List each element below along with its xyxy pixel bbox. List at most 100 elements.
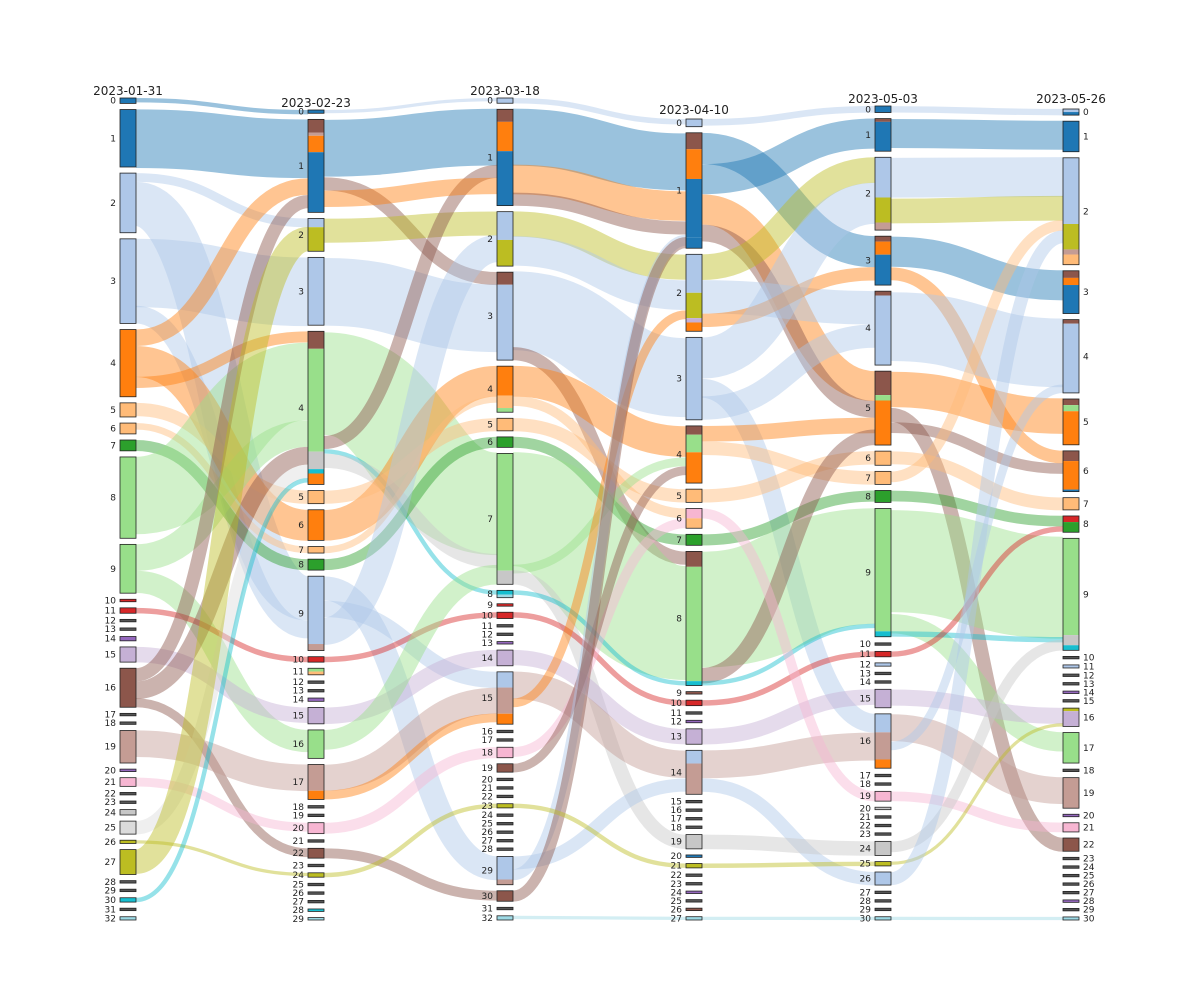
flow-2-14-to-3-13 xyxy=(512,649,687,745)
node-segment-1-15-0 xyxy=(308,707,324,724)
node-segment-4-23-0 xyxy=(875,832,891,836)
flow-4-2-to-5-2 xyxy=(890,157,1064,198)
node-5-18 xyxy=(1062,768,1080,772)
flow-0-16-to-1-4 xyxy=(135,446,309,700)
flow-1-16-to-2-7 xyxy=(323,564,498,750)
node-segment-0-31-0 xyxy=(120,908,136,911)
node-2-0 xyxy=(496,97,514,104)
flow-0-26-to-1-24 xyxy=(135,840,309,877)
flow-2-4-to-3-4 xyxy=(512,365,687,457)
flow-3-1-to-4-1 xyxy=(701,118,876,195)
flow-2-29-to-3-14 xyxy=(512,778,687,870)
node-label-3-13: 13 xyxy=(671,733,682,743)
node-border-3-5 xyxy=(685,488,703,503)
node-5-7 xyxy=(1062,497,1080,511)
node-border-3-26 xyxy=(685,907,703,912)
node-border-2-8 xyxy=(496,589,514,599)
node-0-25 xyxy=(119,820,137,835)
node-segment-4-5-2 xyxy=(875,400,891,446)
node-border-3-14 xyxy=(685,749,703,795)
node-border-4-14 xyxy=(874,680,892,684)
flow-3-3-to-4-2 xyxy=(700,182,877,379)
node-3-15 xyxy=(685,799,703,804)
node-label-3-5: 5 xyxy=(676,492,682,502)
flow-0-3-to-1-3 xyxy=(135,238,309,327)
node-segment-0-23-0 xyxy=(120,801,136,804)
node-5-27 xyxy=(1062,890,1080,895)
node-segment-3-1-3 xyxy=(686,237,702,249)
flow-3-1-to-4-3 xyxy=(701,132,876,268)
node-segment-3-8-0 xyxy=(686,551,702,567)
flow-3-3-to-4-4 xyxy=(701,324,876,420)
node-border-1-3 xyxy=(307,256,325,326)
flow-3-0-to-4-0 xyxy=(701,105,876,126)
node-5-10 xyxy=(1062,655,1080,660)
node-0-17 xyxy=(119,712,137,717)
node-segment-3-2-3 xyxy=(686,322,702,332)
node-segment-2-0-0 xyxy=(497,98,513,104)
node-label-5-9: 9 xyxy=(1083,590,1089,600)
node-segment-3-4-0 xyxy=(686,425,702,435)
node-3-5 xyxy=(685,488,703,503)
node-2-27 xyxy=(496,839,514,843)
node-border-4-8 xyxy=(874,490,892,503)
node-4-18 xyxy=(874,782,892,786)
node-segment-3-2-0 xyxy=(686,254,702,293)
node-segment-5-9-0 xyxy=(1063,538,1079,636)
node-label-2-21: 21 xyxy=(482,784,493,794)
flows-layer xyxy=(131,97,1065,921)
flow-2-32-to-3-27 xyxy=(512,915,687,921)
node-segment-4-0-0 xyxy=(875,106,891,113)
node-segment-4-24-0 xyxy=(875,841,891,856)
node-label-1-5: 5 xyxy=(298,493,304,503)
node-4-24 xyxy=(874,840,892,856)
node-label-4-9: 9 xyxy=(865,569,871,579)
node-label-0-27: 27 xyxy=(105,858,116,868)
node-label-4-10: 10 xyxy=(860,640,872,650)
node-1-27 xyxy=(307,900,325,904)
node-border-5-5 xyxy=(1062,398,1080,446)
node-2-19 xyxy=(496,763,514,773)
node-segment-4-9-0 xyxy=(875,508,891,632)
node-border-1-9 xyxy=(307,575,325,651)
node-label-1-4: 4 xyxy=(298,404,304,414)
node-1-18 xyxy=(307,805,325,809)
node-border-0-19 xyxy=(119,730,137,764)
node-4-10 xyxy=(874,642,892,646)
node-segment-5-28-0 xyxy=(1063,899,1079,903)
flow-4-26-to-5-2 xyxy=(889,230,1065,886)
node-label-2-14: 14 xyxy=(482,654,494,664)
node-segment-0-3-0 xyxy=(120,238,136,324)
node-label-5-24: 24 xyxy=(1083,863,1095,873)
node-5-21 xyxy=(1062,822,1080,833)
node-border-2-26 xyxy=(496,830,514,834)
node-label-4-25: 25 xyxy=(860,860,871,870)
node-3-19 xyxy=(685,834,703,850)
node-segment-1-26-0 xyxy=(308,891,324,895)
node-4-26 xyxy=(874,871,892,886)
node-border-4-13 xyxy=(874,671,892,676)
node-label-2-26: 26 xyxy=(482,828,494,838)
node-border-2-18 xyxy=(496,746,514,759)
node-border-0-32 xyxy=(119,916,137,921)
node-segment-4-16-1 xyxy=(875,732,891,760)
node-3-12 xyxy=(685,719,703,724)
node-segment-2-21-0 xyxy=(497,786,513,790)
flow-4-25-to-5-16 xyxy=(890,723,1064,865)
node-1-19 xyxy=(307,813,325,818)
node-segment-0-20-0 xyxy=(120,769,136,772)
flow-2-15-to-3-2 xyxy=(512,310,687,708)
node-2-8 xyxy=(496,589,514,599)
node-segment-2-15-0 xyxy=(497,671,513,688)
node-segment-5-18-0 xyxy=(1063,769,1079,772)
node-label-0-31: 31 xyxy=(105,905,116,915)
node-segment-3-1-2 xyxy=(686,178,702,238)
node-segment-2-28-0 xyxy=(497,847,513,851)
node-segment-1-13-0 xyxy=(308,689,324,692)
node-3-20 xyxy=(685,854,703,858)
node-label-0-28: 28 xyxy=(105,878,117,888)
flow-3-10-to-4-11 xyxy=(701,651,876,706)
node-label-4-30: 30 xyxy=(860,914,872,924)
labels-layer: 2023-01-31012345678910111213141516171819… xyxy=(93,84,1106,925)
